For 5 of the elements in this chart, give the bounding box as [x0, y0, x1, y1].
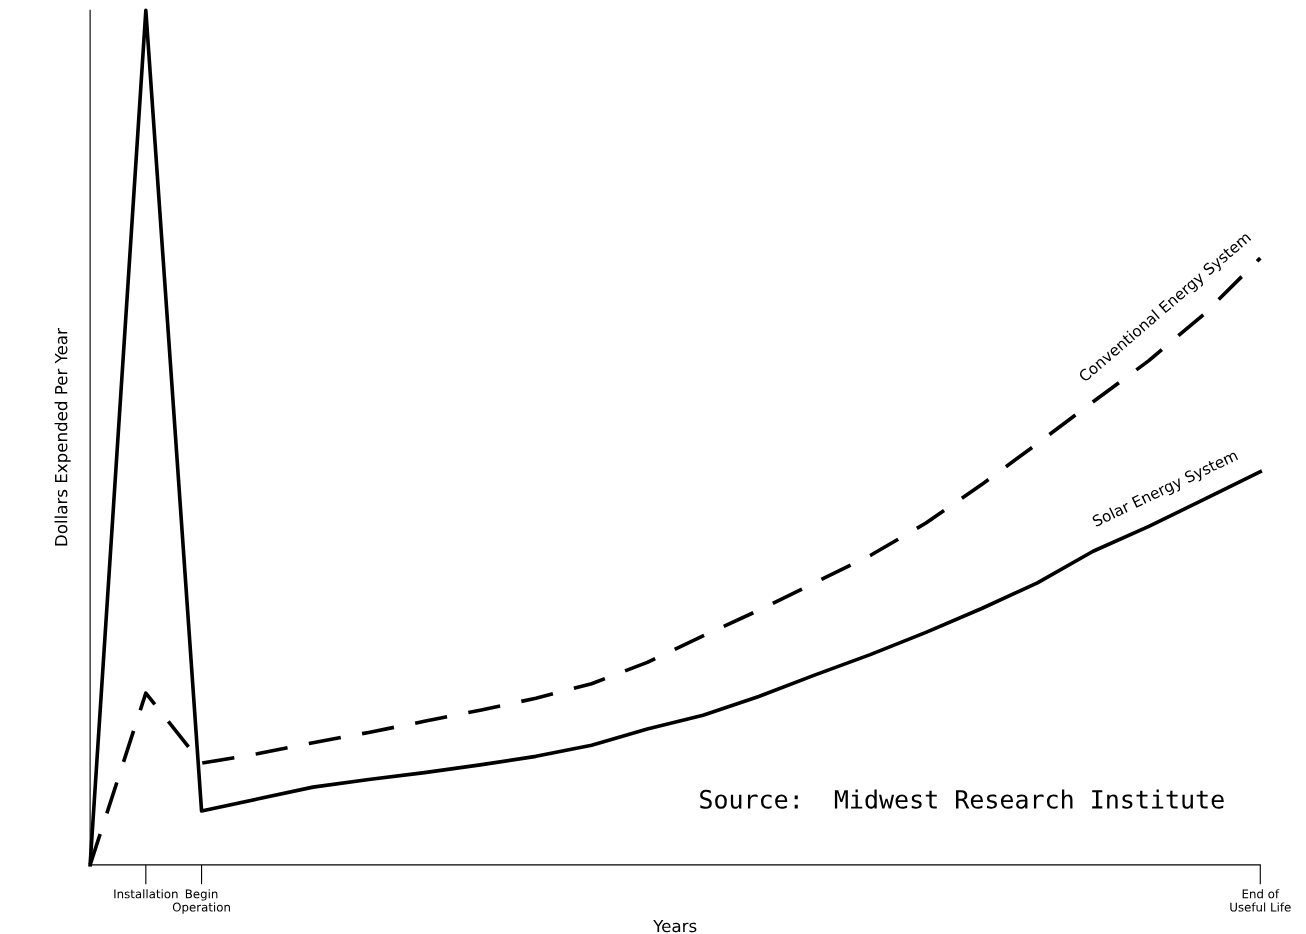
y-axis-title: Dollars Expended Per Year: [54, 328, 71, 546]
annotation: Source: Midwest Research Institute: [700, 789, 1224, 809]
x-tick-label: Installation: [114, 889, 178, 899]
x-tick-label: End of Useful Life: [1230, 889, 1291, 912]
x-axis-title: Years: [653, 919, 697, 933]
